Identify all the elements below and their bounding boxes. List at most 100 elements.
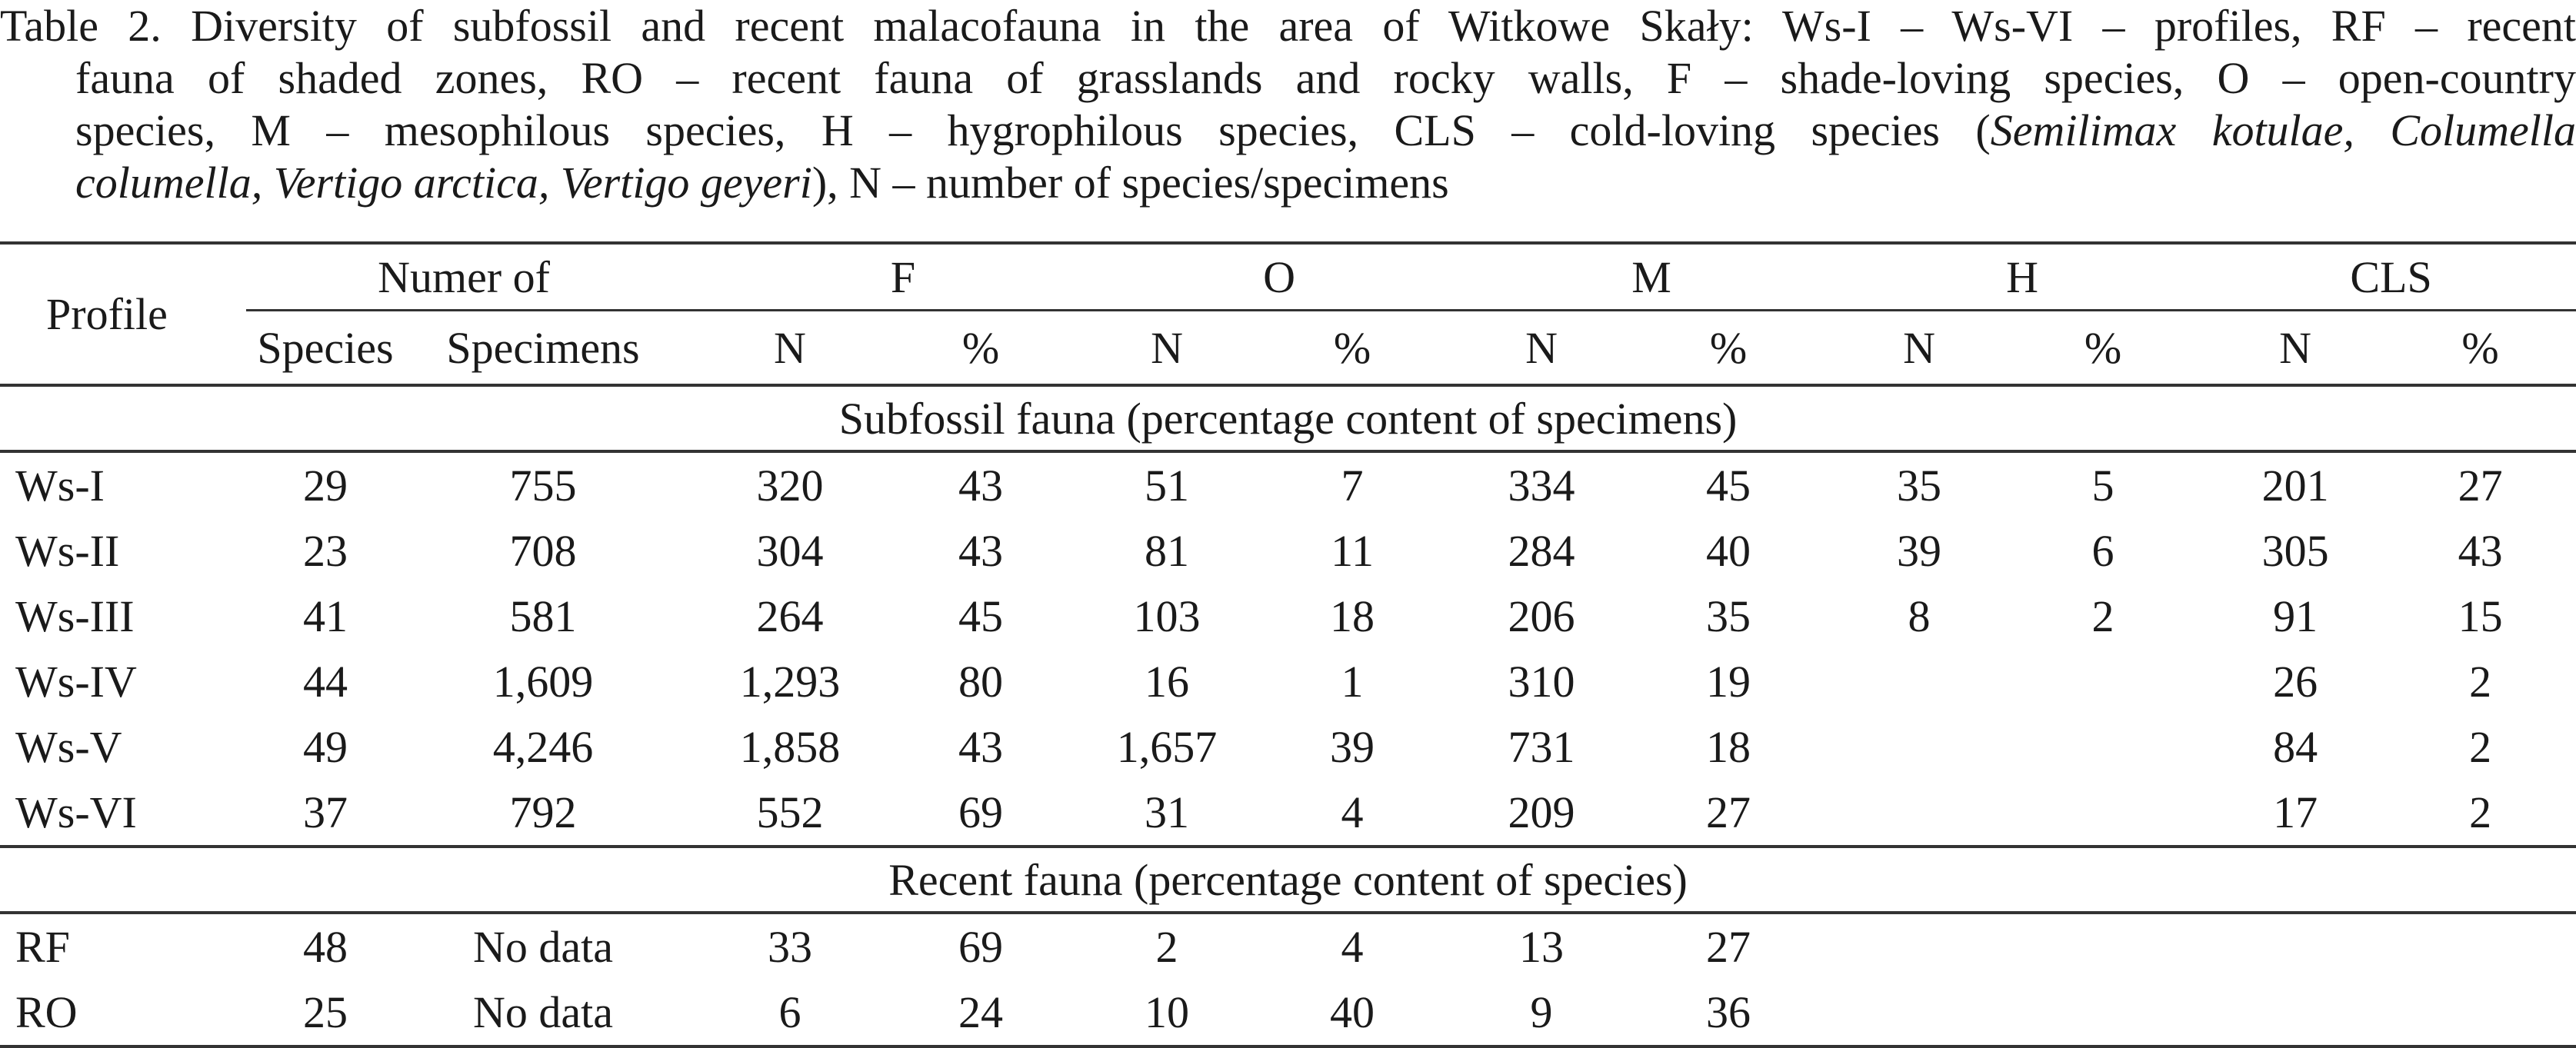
table-cell: 201 <box>2261 461 2329 511</box>
table-cell: 1,858 <box>739 722 841 772</box>
table-cell: 6 <box>2091 526 2114 576</box>
profile-cell: Ws-II <box>15 526 120 576</box>
profile-cell: RO <box>0 980 246 1048</box>
table-cell: 45 <box>958 591 1003 641</box>
table-cell: 37 <box>303 787 348 837</box>
table-cell: 1 <box>1341 657 1364 707</box>
table-cell: 43 <box>958 722 1003 772</box>
profile-cell: Ws-I <box>15 461 105 511</box>
table-cell: 708 <box>509 526 577 576</box>
table-cell: 80 <box>958 657 1003 707</box>
table-cell: 552 <box>756 787 824 837</box>
table-cell: 41 <box>303 591 348 641</box>
table-cell: 25 <box>246 980 405 1048</box>
table-cell: 103 <box>1133 591 1201 641</box>
table-cell <box>1838 649 2000 714</box>
caption-species-names: Semilimax kotulae, Columella <box>1990 105 2576 155</box>
table-cell <box>2000 780 2206 847</box>
table-cell: 36 <box>1618 980 1839 1048</box>
table-cell: 35 <box>1897 461 1942 511</box>
caption-line: columella, Vertigo arctica, Vertigo geye… <box>0 157 2576 209</box>
table-cell: 7 <box>1341 461 1364 511</box>
table-cell: 19 <box>1706 657 1751 707</box>
table-cell: 310 <box>1508 657 1575 707</box>
caption-line: species, M – mesophilous species, H – hy… <box>0 105 2576 157</box>
table-row: Ws-IV 44 1,609 1,293 80 16 1 310 19 26 2 <box>0 649 2576 714</box>
table-cell <box>2000 714 2206 780</box>
table-cell: 91 <box>2273 591 2318 641</box>
header-group-h: H <box>1838 241 2207 311</box>
table-cell: 81 <box>1145 526 1190 576</box>
header-species: Species <box>246 309 405 385</box>
table-cell: 11 <box>1331 526 1374 576</box>
table-cell: 320 <box>756 461 824 511</box>
table-cell: 26 <box>2273 657 2318 707</box>
table-cell: 33 <box>768 922 812 972</box>
caption-line: fauna of shaded zones, RO – recent fauna… <box>75 53 2576 103</box>
caption-species-names: columella, Vertigo arctica, Vertigo geye… <box>75 158 812 208</box>
table-cell: 1,609 <box>492 657 594 707</box>
table-cell: 6 <box>712 980 868 1048</box>
table-cell: 209 <box>1508 787 1575 837</box>
table-cell: 9 <box>1465 980 1619 1048</box>
table-cell <box>2384 980 2576 1048</box>
table-cell: 48 <box>303 922 348 972</box>
table-cell: 334 <box>1508 461 1575 511</box>
table-cell: 18 <box>1330 591 1375 641</box>
table-cell: 13 <box>1519 922 1565 972</box>
table-cell: 43 <box>958 461 1003 511</box>
table-cell: 39 <box>1897 526 1942 576</box>
table-cell: 304 <box>756 526 824 576</box>
table-cell: 69 <box>958 787 1003 837</box>
table-cell: 27 <box>2458 461 2503 511</box>
table-cell: 49 <box>303 722 348 772</box>
table-cell <box>2206 980 2385 1048</box>
table-cell: 45 <box>1706 461 1751 511</box>
table-cell: 8 <box>1908 591 1931 641</box>
table-cell: 24 <box>868 980 1095 1048</box>
table-cell: 792 <box>509 787 577 837</box>
header-specimens: Specimens <box>405 309 712 385</box>
diversity-table: Profile Numer of F O M H CLS Species Spe… <box>0 241 2576 1048</box>
table-cell: No data <box>473 922 613 972</box>
table-cell: 29 <box>303 461 348 511</box>
table-cell: 1,293 <box>739 657 841 707</box>
table-cell: 27 <box>1706 787 1751 837</box>
table-cell: 1,657 <box>1116 722 1218 772</box>
table-cell: 305 <box>2261 526 2329 576</box>
table-cell: 755 <box>509 461 577 511</box>
header-n: N <box>2206 309 2385 385</box>
header-n: N <box>1094 309 1241 385</box>
table-cell <box>2000 913 2206 980</box>
table-cell: 2 <box>2469 722 2492 772</box>
profile-cell: Ws-IV <box>15 657 137 707</box>
table-cell: 39 <box>1330 722 1375 772</box>
table-cell: 43 <box>2458 526 2503 576</box>
table-cell <box>2000 980 2207 1048</box>
table-cell: 35 <box>1706 591 1751 641</box>
table-cell: 16 <box>1145 657 1190 707</box>
header-row-groups: Profile Numer of F O M H CLS <box>0 241 2576 385</box>
table-cell: 51 <box>1145 461 1190 511</box>
table-cell: 284 <box>1508 526 1575 576</box>
table-cell: 69 <box>958 922 1003 972</box>
table-cell: 2 <box>2091 591 2114 641</box>
table-row: RF 48 No data 33 69 2 4 13 27 <box>0 913 2576 980</box>
table-cell: 2 <box>2469 787 2492 837</box>
table-cell: 4 <box>1341 787 1364 837</box>
table-row: Ws-III 41 581 264 45 103 18 206 35 8 2 91 15 <box>0 584 2576 649</box>
table-cell <box>1838 913 2000 980</box>
section-title: Recent fauna (percentage content of spec… <box>0 845 2576 914</box>
table-cell: 17 <box>2273 787 2318 837</box>
table-cell <box>2206 913 2384 980</box>
table-row: RO 25 No data 6 24 10 40 9 36 <box>0 980 2576 1048</box>
header-group-m: M <box>1465 241 1839 311</box>
table-cell: 10 <box>1094 980 1241 1048</box>
table-cell <box>1838 714 2000 780</box>
header-group-cls: CLS <box>2206 241 2576 311</box>
table-cell: No data <box>405 980 712 1048</box>
header-n: N <box>1465 309 1619 385</box>
table-cell <box>1838 780 2000 847</box>
header-pct: % <box>868 309 1095 385</box>
caption-text: ), N – number of species/specimens <box>811 158 1449 208</box>
